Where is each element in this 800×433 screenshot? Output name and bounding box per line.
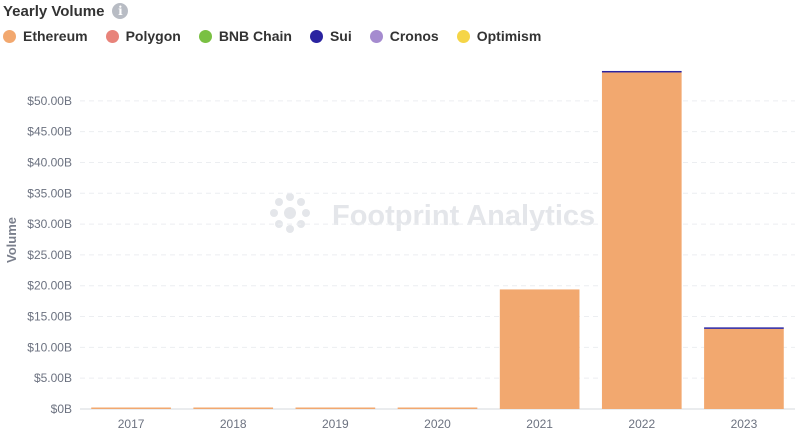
- bar-ethereum-2017[interactable]: [91, 407, 171, 410]
- x-tick-label: 2017: [118, 417, 145, 431]
- legend: Ethereum Polygon BNB Chain Sui Cronos Optimis…: [3, 28, 559, 44]
- legend-dot: [105, 29, 119, 43]
- watermark-text: Footprint Analytics: [332, 200, 595, 232]
- bar-ethereum-2018[interactable]: [193, 407, 274, 410]
- bar-ethereum-2019[interactable]: [295, 407, 376, 410]
- x-tick-label: 2018: [220, 417, 247, 431]
- x-tick-label: 2020: [424, 417, 451, 431]
- legend-dot: [369, 29, 383, 43]
- y-tick-label: $35.00B: [27, 186, 72, 200]
- legend-label: Cronos: [389, 28, 439, 44]
- bar-ethereum-2021[interactable]: [499, 289, 580, 409]
- legend-label: Polygon: [125, 28, 181, 44]
- y-axis-label: Volume: [4, 217, 19, 263]
- bar-ethereum-2020[interactable]: [397, 407, 478, 410]
- watermark: Footprint Analytics: [270, 193, 595, 233]
- y-tick-label: $10.00B: [27, 340, 72, 354]
- legend-item-cronos[interactable]: Cronos: [369, 28, 439, 44]
- x-tick-label: 2021: [526, 417, 553, 431]
- bar-ethereum-2022[interactable]: [601, 72, 682, 409]
- y-tick-label: $50.00B: [27, 94, 72, 108]
- y-tick-label: $20.00B: [27, 279, 72, 293]
- legend-item-bnb-chain[interactable]: BNB Chain: [198, 28, 292, 44]
- x-tick-label: 2019: [322, 417, 349, 431]
- info-icon[interactable]: i: [112, 3, 129, 19]
- chart-title: Yearly Volume: [3, 2, 105, 20]
- legend-item-ethereum[interactable]: Ethereum: [3, 28, 88, 44]
- legend-item-optimism[interactable]: Optimism: [456, 28, 542, 44]
- x-tick-label: 2023: [731, 417, 758, 431]
- y-tick-label: $0B: [51, 402, 72, 416]
- bar-sui-2023[interactable]: [704, 327, 784, 329]
- x-tick-label: 2022: [628, 417, 655, 431]
- legend-dot: [456, 29, 470, 43]
- chart-header: Yearly Volume i: [3, 0, 129, 22]
- bar-ethereum-2023[interactable]: [704, 328, 784, 409]
- y-tick-label: $30.00B: [27, 217, 72, 231]
- legend-item-polygon[interactable]: Polygon: [105, 28, 181, 44]
- legend-label: Ethereum: [23, 28, 88, 44]
- legend-label: BNB Chain: [218, 28, 292, 44]
- y-tick-label: $25.00B: [27, 248, 72, 262]
- legend-label: Sui: [329, 28, 352, 44]
- y-tick-label: $15.00B: [27, 310, 72, 324]
- footprint-logo-icon: [270, 193, 310, 233]
- legend-label: Optimism: [476, 28, 542, 44]
- y-tick-label: $45.00B: [27, 125, 72, 139]
- legend-dot: [3, 29, 16, 43]
- legend-dot: [198, 29, 212, 43]
- bar-sui-2022[interactable]: [601, 70, 682, 73]
- y-tick-label: $40.00B: [27, 155, 72, 169]
- legend-item-sui[interactable]: Sui: [309, 28, 352, 44]
- y-tick-label: $5.00B: [34, 371, 72, 385]
- legend-dot: [309, 29, 323, 43]
